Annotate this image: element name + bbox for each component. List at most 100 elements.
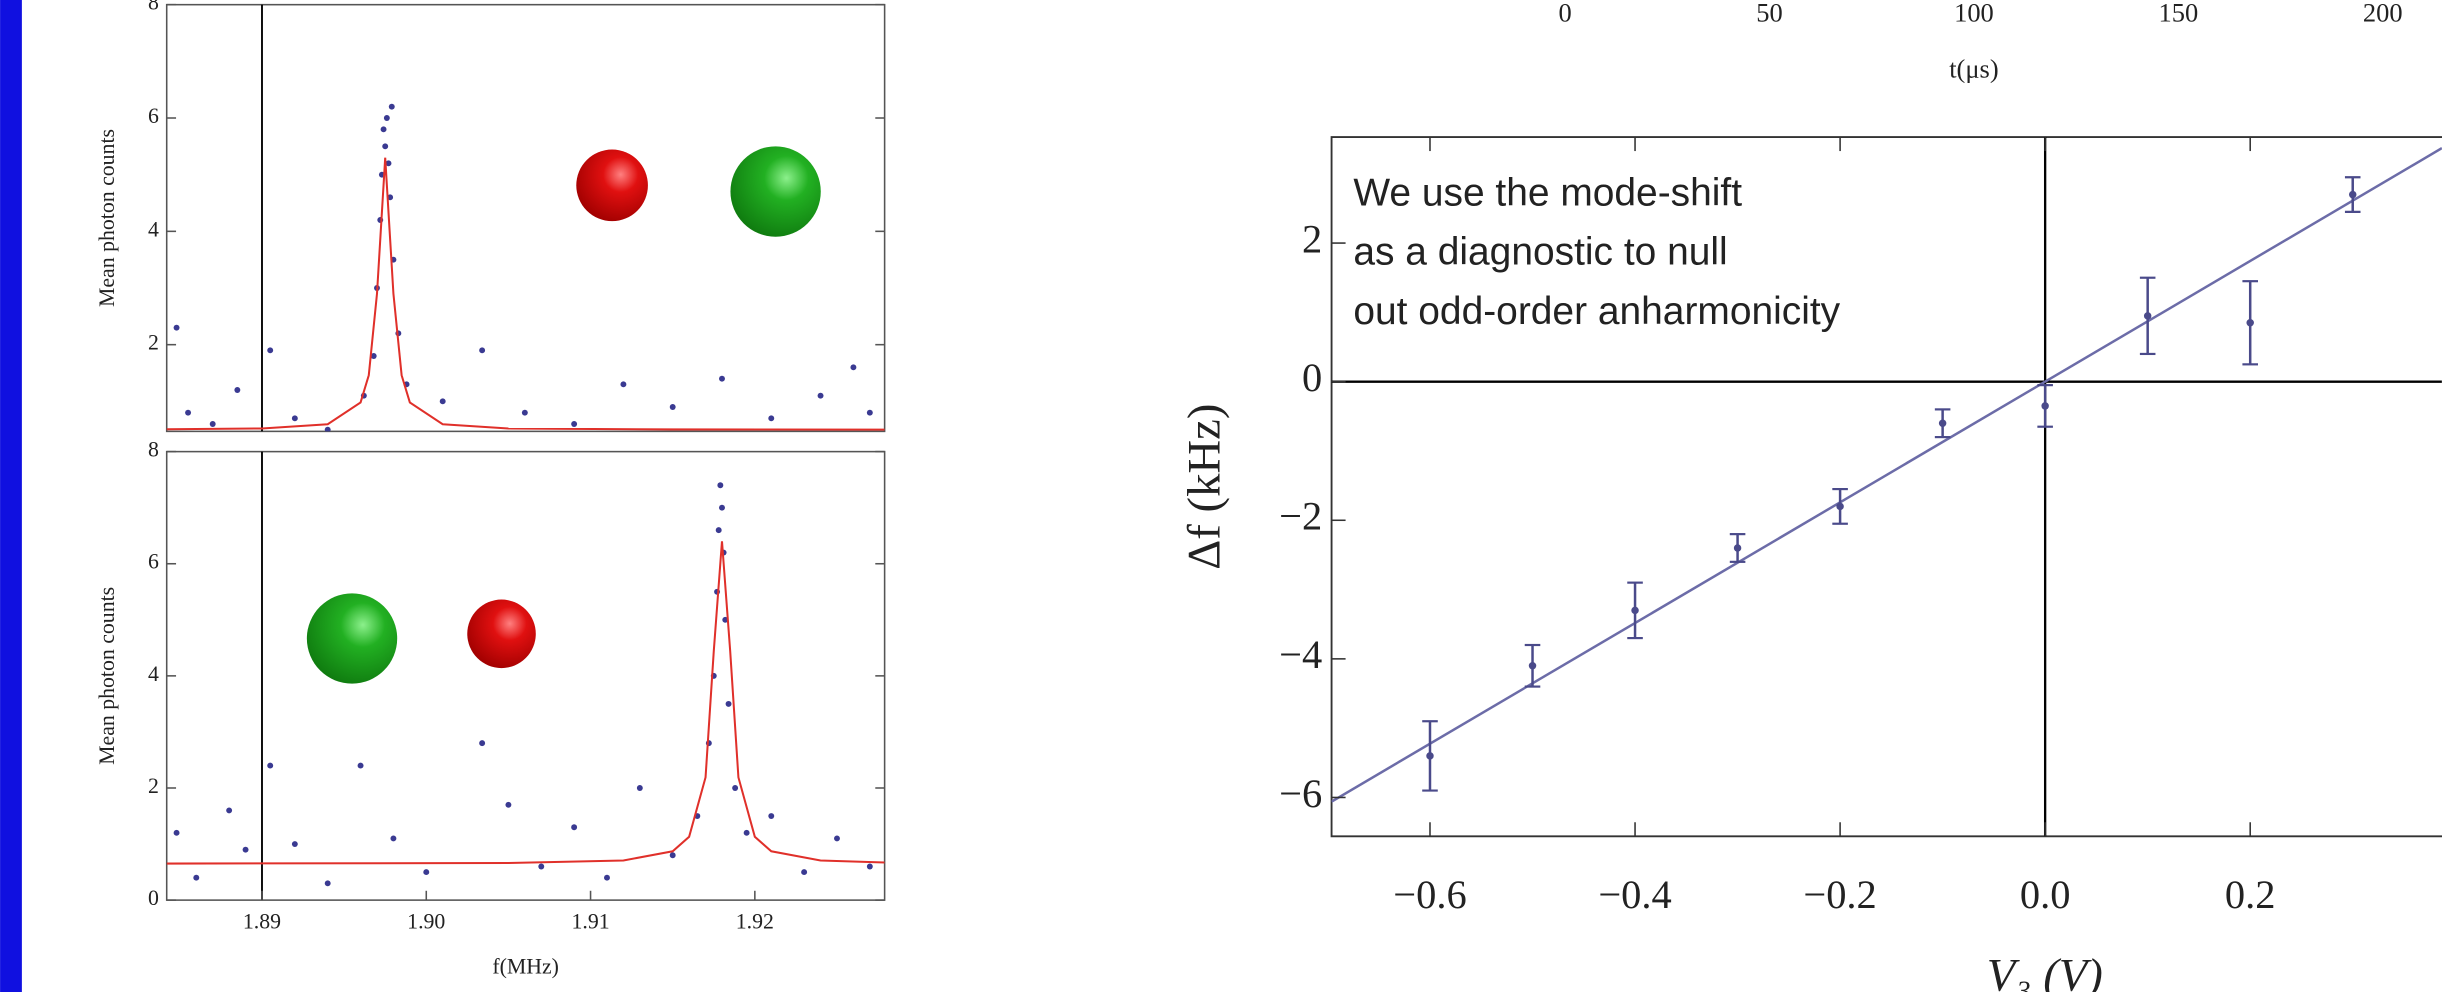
data-point bbox=[801, 869, 808, 876]
x-tick-label: 100 bbox=[1954, 0, 1994, 28]
data-point bbox=[743, 829, 750, 836]
data-point bbox=[439, 398, 446, 405]
fit-curve bbox=[166, 541, 885, 865]
y-tick-label: 2 bbox=[1302, 216, 1322, 261]
data-point bbox=[669, 852, 676, 859]
y-tick-label: −2 bbox=[1279, 494, 1322, 539]
data-point bbox=[521, 409, 528, 416]
data-point bbox=[2348, 190, 2357, 199]
data-point bbox=[768, 813, 775, 819]
data-point bbox=[479, 740, 486, 747]
plot-frame bbox=[165, 3, 886, 433]
y-tick-label: −6 bbox=[1279, 771, 1322, 816]
data-point bbox=[866, 409, 873, 416]
x-axis-label: f(MHz) bbox=[492, 955, 559, 979]
annotation: as a diagnostic to null bbox=[1353, 231, 1727, 274]
plot-area bbox=[1331, 137, 2442, 837]
data-point bbox=[817, 392, 824, 399]
y-tick-label: 8 bbox=[148, 438, 159, 462]
y-axis-label: Mean photon counts bbox=[95, 129, 119, 307]
data-point bbox=[768, 415, 775, 422]
data-point bbox=[291, 841, 298, 848]
data-point bbox=[538, 863, 545, 870]
data-point bbox=[324, 426, 331, 432]
data-point bbox=[636, 785, 643, 791]
data-point bbox=[866, 863, 873, 870]
data-point bbox=[604, 874, 610, 881]
data-point bbox=[669, 404, 676, 410]
data-point bbox=[209, 421, 216, 427]
data-point bbox=[380, 126, 387, 133]
data-point bbox=[571, 824, 578, 831]
y-axis-label: Mean photon counts bbox=[95, 587, 119, 765]
x-tick-label: 0 bbox=[1559, 0, 1572, 28]
data-point bbox=[388, 103, 395, 110]
plot-frame bbox=[1330, 136, 2442, 838]
red-ion bbox=[576, 149, 648, 222]
y-tick-label: 6 bbox=[148, 550, 159, 574]
fit-line bbox=[1331, 147, 2442, 803]
data-point bbox=[382, 143, 389, 150]
x-tick-label: 1.92 bbox=[736, 909, 774, 933]
x-tick-label: 1.91 bbox=[571, 909, 609, 933]
data-point bbox=[226, 807, 233, 814]
data-point bbox=[173, 829, 180, 836]
x-tick-label: −0.6 bbox=[1393, 872, 1466, 917]
data-point bbox=[1938, 419, 1947, 427]
annotation: We use the mode-shift bbox=[1353, 172, 1742, 215]
y-tick-label: −4 bbox=[1279, 632, 1322, 677]
plot-area bbox=[166, 451, 885, 901]
data-point bbox=[383, 115, 390, 121]
data-point bbox=[717, 482, 724, 489]
data-point bbox=[370, 353, 377, 359]
x-tick-label: 0.2 bbox=[2225, 872, 2276, 917]
data-point bbox=[732, 785, 739, 791]
data-point bbox=[193, 874, 200, 881]
data-point bbox=[834, 835, 840, 842]
data-point bbox=[719, 504, 725, 511]
green-ion bbox=[730, 146, 821, 237]
x-axis-label: t(μs) bbox=[1949, 54, 1998, 84]
y-axis-label: Δf (kHz) bbox=[1178, 404, 1230, 570]
x-tick-label: 50 bbox=[1756, 0, 1782, 28]
data-point bbox=[1836, 502, 1844, 511]
data-point bbox=[725, 700, 732, 707]
x-tick-label: −0.2 bbox=[1803, 872, 1876, 917]
data-point bbox=[234, 387, 241, 393]
y-tick-label: 2 bbox=[148, 774, 159, 798]
data-point bbox=[185, 409, 192, 416]
y-tick-label: 4 bbox=[148, 662, 159, 686]
data-point bbox=[1631, 606, 1639, 615]
data-point bbox=[423, 869, 430, 876]
data-point bbox=[1426, 752, 1434, 760]
y-tick-label: 2 bbox=[148, 331, 159, 355]
data-point bbox=[242, 846, 249, 853]
green-ion bbox=[306, 593, 398, 684]
data-point bbox=[267, 762, 274, 769]
x-tick-label: 1.90 bbox=[407, 909, 445, 933]
data-point bbox=[505, 801, 512, 808]
x-axis-label: V₃ (V) bbox=[1987, 949, 2103, 992]
data-point bbox=[1528, 662, 1537, 670]
side-bar bbox=[0, 0, 22, 992]
y-tick-label: 4 bbox=[148, 217, 159, 241]
data-point bbox=[385, 160, 392, 167]
data-point bbox=[715, 527, 722, 534]
data-point bbox=[267, 347, 274, 354]
data-point bbox=[719, 375, 725, 382]
data-point bbox=[620, 381, 627, 388]
annotation: out odd-order anharmonicity bbox=[1353, 290, 1840, 333]
x-tick-label: 1.89 bbox=[243, 909, 281, 933]
data-point bbox=[173, 324, 180, 331]
y-tick-label: 8 bbox=[148, 0, 159, 15]
data-point bbox=[2143, 312, 2152, 320]
data-point bbox=[357, 762, 364, 769]
data-point bbox=[390, 835, 397, 842]
x-tick-label: 200 bbox=[2363, 0, 2403, 28]
y-tick-label: 6 bbox=[148, 104, 159, 128]
data-point bbox=[2246, 319, 2254, 327]
y-tick-label: 0 bbox=[148, 886, 159, 910]
x-tick-label: −0.4 bbox=[1598, 872, 1671, 917]
